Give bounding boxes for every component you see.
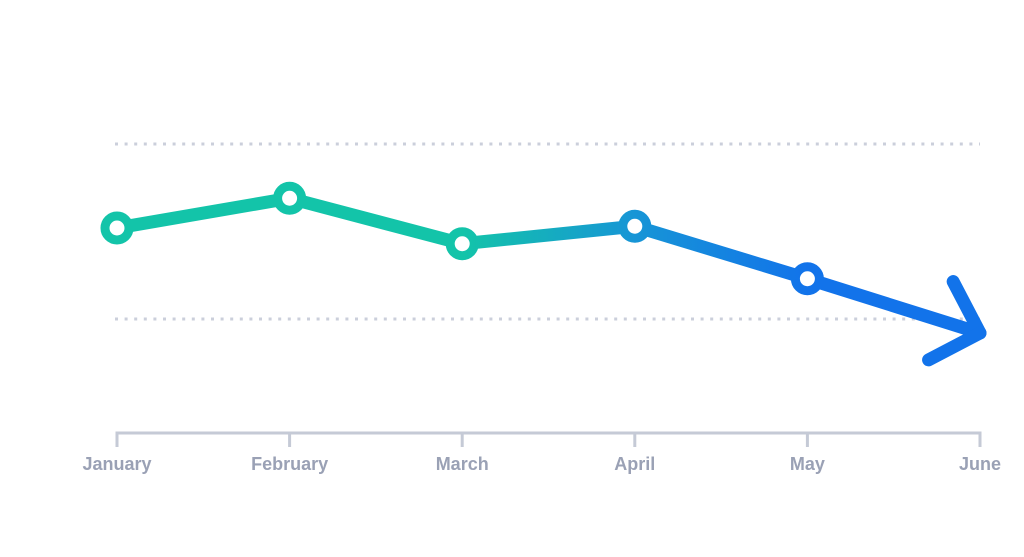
data-point-marker-may (790, 262, 824, 296)
trend-line (110, 191, 982, 339)
x-axis-label-february: February (251, 454, 328, 474)
arrowhead-upper-arm (946, 275, 987, 340)
x-axis-label-april: April (614, 454, 655, 474)
trend-line-chart: January February March April May June (40, 16, 1024, 541)
x-axis-label-march: March (436, 454, 489, 474)
data-point-marker-february (273, 181, 307, 215)
x-axis-label-may: May (790, 454, 825, 474)
data-point-marker-april (618, 209, 652, 243)
chart-canvas: January February March April May June (82, 142, 1001, 474)
data-point-marker-january (100, 211, 134, 245)
x-axis-label-january: January (82, 454, 151, 474)
arrowhead-lower-arm (922, 326, 987, 367)
data-point-marker-march (445, 227, 479, 261)
x-axis-label-june: June (959, 454, 1001, 474)
